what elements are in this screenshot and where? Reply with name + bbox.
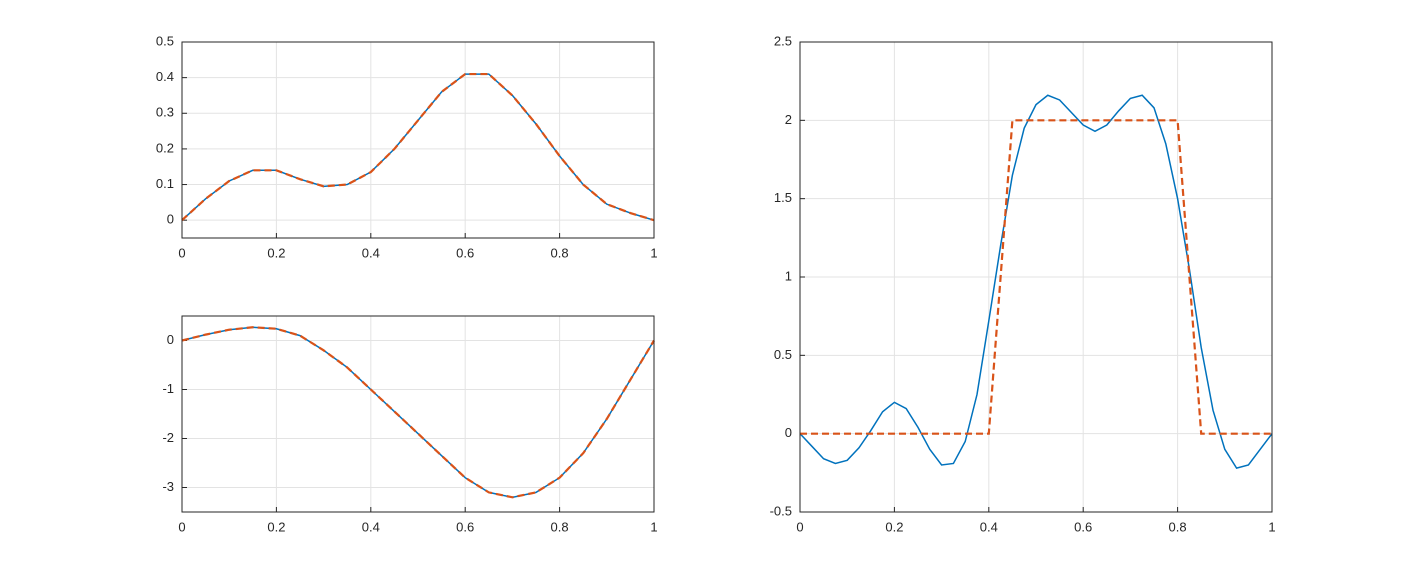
- x-tick-label: 0.6: [456, 245, 474, 260]
- line-series: [799, 94, 1273, 469]
- y-tick-label: 1: [785, 268, 792, 283]
- x-tick-label: 1: [1268, 519, 1275, 534]
- y-tick-label: 0.2: [156, 140, 174, 155]
- y-tick-label: 0.4: [156, 69, 174, 84]
- x-tick-label: 0.4: [362, 245, 380, 260]
- x-tick-label: 0: [178, 519, 185, 534]
- y-tick-label: 0.5: [774, 347, 792, 362]
- y-tick-label: 1.5: [774, 190, 792, 205]
- x-tick-label: 0.2: [267, 519, 285, 534]
- x-tick-label: 0.8: [551, 519, 569, 534]
- y-tick-label: 0: [167, 332, 174, 347]
- y-tick-label: -0.5: [770, 503, 792, 518]
- line-series: [181, 72, 655, 222]
- x-tick-label: 1: [650, 519, 657, 534]
- plot-area: [182, 42, 654, 238]
- x-tick-label: 0.2: [885, 519, 903, 534]
- x-tick-label: 0: [796, 519, 803, 534]
- x-tick-label: 0.4: [980, 519, 998, 534]
- y-tick-label: 0: [785, 425, 792, 440]
- x-tick-label: 0.6: [456, 519, 474, 534]
- y-tick-label: -3: [162, 479, 174, 494]
- x-tick-label: 0.4: [362, 519, 380, 534]
- y-tick-label: 0: [167, 212, 174, 227]
- y-tick-label: -1: [162, 381, 174, 396]
- x-tick-label: 0.8: [551, 245, 569, 260]
- y-tick-label: 0.1: [156, 176, 174, 191]
- x-tick-label: 0.6: [1074, 519, 1092, 534]
- line-series: [800, 119, 1272, 435]
- y-tick-label: 2.5: [774, 33, 792, 48]
- y-tick-label: 0.3: [156, 105, 174, 120]
- y-tick-label: -2: [162, 430, 174, 445]
- y-tick-label: 2: [785, 112, 792, 127]
- x-tick-label: 0: [178, 245, 185, 260]
- x-tick-label: 0.8: [1169, 519, 1187, 534]
- axes-frame: [181, 41, 655, 239]
- axes-frame: [799, 41, 1273, 513]
- axes-frame: [181, 315, 655, 513]
- x-tick-label: 0.2: [267, 245, 285, 260]
- line-series: [181, 326, 655, 499]
- y-tick-label: 0.5: [156, 33, 174, 48]
- x-tick-label: 1: [650, 245, 657, 260]
- plot-area: [182, 316, 654, 512]
